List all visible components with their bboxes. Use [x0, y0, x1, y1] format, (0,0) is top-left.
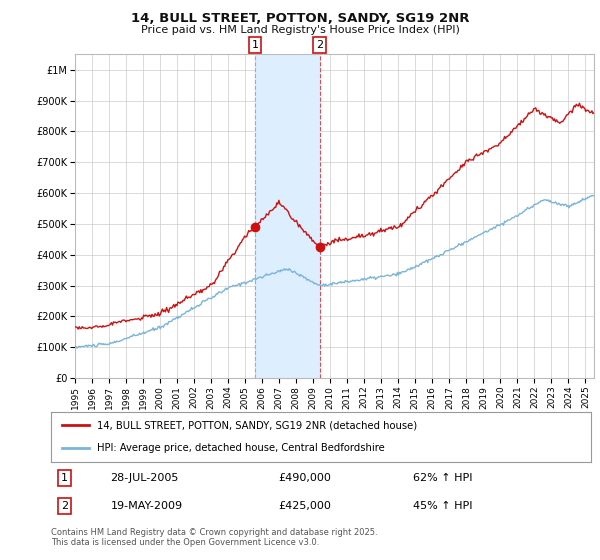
Text: 1: 1: [61, 473, 68, 483]
Text: 2: 2: [61, 501, 68, 511]
Text: Price paid vs. HM Land Registry's House Price Index (HPI): Price paid vs. HM Land Registry's House …: [140, 25, 460, 35]
Bar: [255, 54, 320, 378]
Text: £425,000: £425,000: [278, 501, 331, 511]
Text: 45% ↑ HPI: 45% ↑ HPI: [413, 501, 472, 511]
Text: 14, BULL STREET, POTTON, SANDY, SG19 2NR (detached house): 14, BULL STREET, POTTON, SANDY, SG19 2NR…: [97, 420, 417, 430]
Text: 14, BULL STREET, POTTON, SANDY, SG19 2NR: 14, BULL STREET, POTTON, SANDY, SG19 2NR: [131, 12, 469, 25]
Text: 28-JUL-2005: 28-JUL-2005: [110, 473, 179, 483]
Text: 2: 2: [316, 40, 323, 50]
Text: £490,000: £490,000: [278, 473, 331, 483]
Text: Contains HM Land Registry data © Crown copyright and database right 2025.
This d: Contains HM Land Registry data © Crown c…: [51, 528, 377, 547]
Text: 62% ↑ HPI: 62% ↑ HPI: [413, 473, 472, 483]
Text: HPI: Average price, detached house, Central Bedfordshire: HPI: Average price, detached house, Cent…: [97, 444, 385, 454]
Text: 1: 1: [251, 40, 259, 50]
Text: 19-MAY-2009: 19-MAY-2009: [110, 501, 182, 511]
